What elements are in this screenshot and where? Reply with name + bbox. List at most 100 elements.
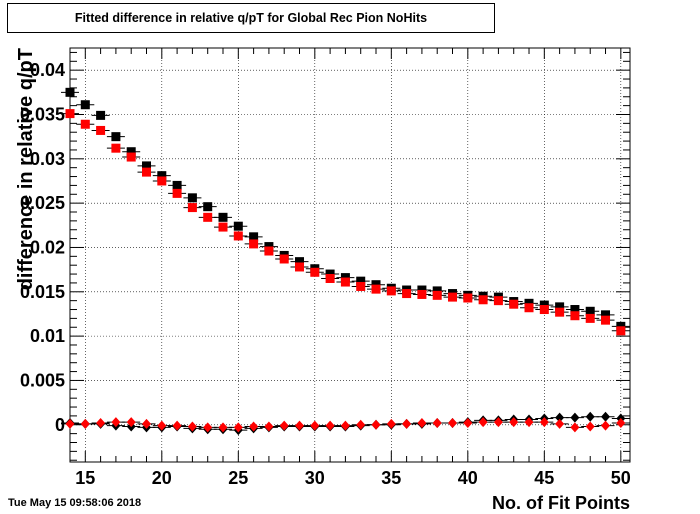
x-tick-label: 40 (458, 468, 478, 488)
data-point-series-1 (65, 87, 75, 97)
data-point-series-2 (142, 167, 152, 177)
data-point-series-3 (555, 412, 565, 423)
data-point-series-4 (233, 422, 243, 433)
data-point-series-2 (478, 295, 488, 305)
data-point-series-2 (233, 231, 243, 241)
data-point-series-4 (448, 417, 458, 428)
data-point-series-1 (80, 100, 90, 110)
data-point-series-4 (126, 417, 136, 428)
data-point-series-2 (493, 296, 503, 306)
data-point-series-4 (616, 417, 626, 428)
data-point-series-2 (524, 303, 534, 313)
data-point-series-2 (96, 125, 106, 135)
data-point-series-2 (448, 292, 458, 302)
data-point-series-4 (310, 420, 320, 431)
data-point-series-2 (264, 246, 274, 256)
data-point-series-2 (80, 119, 90, 129)
y-axis-label: difference in relative q/pT (15, 48, 37, 290)
data-point-series-2 (279, 254, 289, 264)
y-tick-label: 0.035 (20, 104, 65, 124)
data-point-series-4 (80, 418, 90, 429)
data-point-series-1 (233, 221, 243, 231)
data-point-series-4 (65, 418, 75, 429)
data-point-series-2 (325, 273, 335, 283)
x-tick-label: 50 (611, 468, 631, 488)
data-point-series-2 (340, 277, 350, 287)
data-point-series-2 (356, 281, 366, 291)
data-point-series-4 (417, 417, 427, 428)
x-tick-label: 35 (381, 468, 401, 488)
data-point-series-2 (126, 152, 136, 162)
x-tick-label: 25 (228, 468, 248, 488)
data-point-series-4 (432, 417, 442, 428)
data-point-series-1 (172, 180, 182, 190)
data-point-series-4 (386, 418, 396, 429)
data-point-series-4 (570, 422, 580, 433)
data-point-series-2 (371, 284, 381, 294)
data-point-series-3 (570, 412, 580, 423)
data-point-series-4 (279, 420, 289, 431)
data-point-series-4 (264, 421, 274, 432)
data-point-series-2 (386, 286, 396, 296)
data-point-series-1 (555, 302, 565, 312)
y-tick-label: 0.005 (20, 370, 65, 390)
x-tick-label: 15 (75, 468, 95, 488)
data-point-series-2 (203, 212, 213, 222)
data-point-series-4 (356, 419, 366, 430)
data-point-series-1 (142, 161, 152, 171)
data-point-series-2 (295, 262, 305, 272)
data-point-series-4 (96, 417, 106, 428)
data-point-series-1 (249, 232, 259, 242)
timestamp: Tue May 15 09:58:06 2018 (8, 497, 142, 509)
data-point-series-1 (157, 171, 167, 181)
y-tick-label: 0.025 (20, 193, 65, 213)
data-point-series-2 (585, 313, 595, 323)
data-point-series-1 (585, 306, 595, 316)
data-point-series-4 (340, 420, 350, 431)
y-tick-label: 0.03 (30, 149, 65, 169)
y-tick-label: 0.01 (30, 326, 65, 346)
data-point-series-1 (295, 257, 305, 267)
data-point-series-4 (172, 420, 182, 431)
data-point-series-4 (402, 418, 412, 429)
data-point-series-1 (126, 147, 136, 157)
data-point-series-2 (417, 289, 427, 299)
x-tick-label: 45 (534, 468, 554, 488)
y-tick-label: 0.02 (30, 237, 65, 257)
data-point-series-2 (65, 109, 75, 119)
data-point-series-4 (111, 417, 121, 428)
y-tick-label: 0.04 (30, 60, 65, 80)
data-point-series-2 (157, 176, 167, 186)
data-point-series-4 (218, 422, 228, 433)
data-point-series-1 (601, 310, 611, 320)
data-point-series-2 (249, 239, 259, 249)
data-point-series-1 (111, 132, 121, 142)
data-point-series-2 (539, 305, 549, 315)
data-point-series-2 (570, 311, 580, 321)
y-tick-label: 0 (55, 415, 65, 435)
plot-frame (69, 47, 631, 463)
data-point-series-2 (218, 222, 228, 232)
data-point-series-2 (111, 143, 121, 153)
data-point-series-1 (203, 202, 213, 212)
data-point-series-1 (356, 276, 366, 286)
data-point-series-2 (402, 289, 412, 299)
data-point-series-1 (570, 305, 580, 315)
data-point-series-2 (601, 315, 611, 325)
data-point-series-4 (203, 422, 213, 433)
x-tick-label: 30 (305, 468, 325, 488)
data-point-series-2 (555, 307, 565, 317)
x-axis-label: No. of Fit Points (492, 493, 630, 513)
data-point-series-2 (172, 188, 182, 198)
data-point-series-4 (585, 421, 595, 432)
data-point-series-3 (585, 411, 595, 422)
data-point-series-4 (295, 420, 305, 431)
data-point-series-4 (601, 420, 611, 431)
data-point-series-2 (616, 326, 626, 336)
data-point-series-4 (249, 421, 259, 432)
data-point-series-1 (96, 110, 106, 120)
data-point-series-4 (539, 417, 549, 428)
data-point-series-4 (371, 419, 381, 430)
data-point-series-2 (310, 267, 320, 277)
